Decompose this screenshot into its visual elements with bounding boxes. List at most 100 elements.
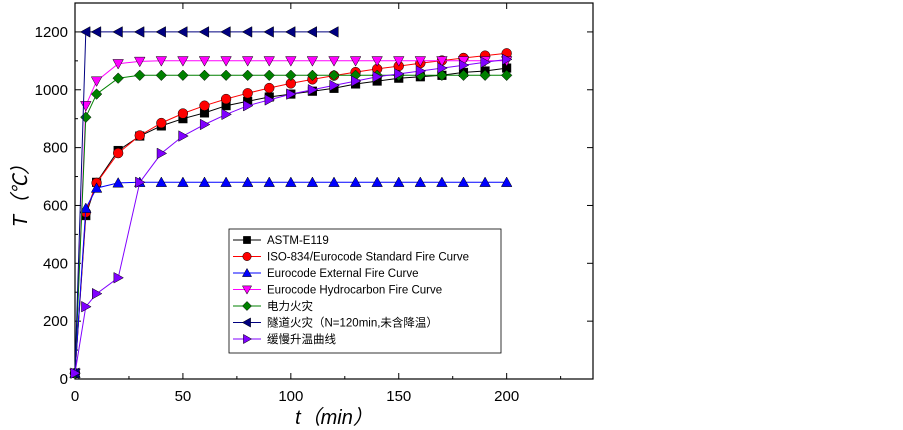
data-point <box>436 56 448 67</box>
plot-frame <box>74 2 594 380</box>
data-point <box>220 69 232 81</box>
x-tick-label: 0 <box>71 388 79 405</box>
data-point <box>198 69 211 81</box>
data-point <box>198 56 211 67</box>
data-point <box>134 69 146 81</box>
data-point <box>415 65 427 77</box>
data-point <box>220 56 232 67</box>
x-axis-title: t（min） <box>295 406 373 429</box>
data-point <box>198 26 210 38</box>
data-point <box>393 176 405 187</box>
legend-item: 电力火灾 <box>233 299 313 313</box>
data-point <box>500 176 513 187</box>
data-point <box>329 79 340 92</box>
series-line <box>74 58 507 374</box>
series-line <box>74 52 507 374</box>
data-point <box>90 76 103 87</box>
data-point <box>220 93 232 105</box>
data-point <box>70 367 81 379</box>
x-tick-label: 200 <box>494 388 519 405</box>
data-point <box>306 26 317 38</box>
x-tick-label: 50 <box>175 388 192 405</box>
data-point <box>263 56 275 67</box>
data-point <box>155 26 166 38</box>
series-5 <box>69 69 513 379</box>
data-point <box>414 176 427 187</box>
data-point <box>349 176 362 187</box>
data-point <box>263 176 275 187</box>
data-point <box>199 100 210 111</box>
data-point <box>371 56 383 67</box>
data-point <box>328 56 340 67</box>
data-point <box>480 56 491 69</box>
data-point <box>241 56 254 67</box>
data-point <box>113 147 124 159</box>
data-point <box>199 118 211 131</box>
data-point <box>263 26 274 38</box>
data-point <box>113 272 124 284</box>
data-point <box>394 68 405 80</box>
data-point <box>198 176 211 187</box>
data-point <box>328 176 340 187</box>
data-point <box>285 26 296 38</box>
legend-item: 隧道火灾（N=120min,未含降温） <box>233 316 438 330</box>
data-point <box>501 69 513 81</box>
legend-label: 隧道火灾（N=120min,未含降温） <box>267 316 438 330</box>
data-point <box>457 69 470 81</box>
data-point <box>349 56 362 67</box>
data-point <box>285 176 297 187</box>
legend-marker <box>242 301 252 311</box>
data-point <box>393 56 405 67</box>
y-tick-label: 200 <box>43 313 68 330</box>
data-point <box>80 202 92 213</box>
data-point <box>155 69 167 81</box>
data-point <box>285 56 297 67</box>
data-point <box>264 94 276 106</box>
data-point <box>177 176 189 187</box>
legend-marker <box>241 317 251 328</box>
data-point <box>155 176 168 187</box>
data-point <box>306 69 319 81</box>
x-tick-label: 150 <box>386 388 411 405</box>
data-point <box>177 108 189 119</box>
legend-label: Eurocode Hydrocarbon Fire Curve <box>267 285 442 297</box>
data-point <box>177 26 188 38</box>
data-point <box>372 71 383 83</box>
y-axis-title: T（℃） <box>9 155 32 227</box>
legend-item: Eurocode Hydrocarbon Fire Curve <box>233 285 442 297</box>
data-point <box>263 69 275 81</box>
data-point <box>155 56 168 67</box>
axis-ticks: 0 50 100 150 200 0 200 400 600 800 1000 1200 <box>35 3 593 405</box>
data-point <box>264 82 275 94</box>
data-point <box>156 117 167 129</box>
data-point <box>241 26 253 38</box>
data-point <box>307 84 319 96</box>
data-point <box>90 26 102 38</box>
data-point <box>242 88 253 99</box>
data-point <box>241 176 254 187</box>
data-point <box>242 69 254 81</box>
data-point <box>134 56 146 68</box>
legend-item: ASTM-E119 <box>233 235 329 247</box>
data-point <box>436 176 448 187</box>
data-point <box>112 59 124 70</box>
data-point <box>479 69 491 81</box>
data-point <box>221 108 232 121</box>
x-tick-label: 100 <box>278 388 303 405</box>
legend-label: Eurocode External Fire Curve <box>267 268 418 280</box>
data-point <box>351 75 362 87</box>
data-point <box>112 72 124 84</box>
data-point <box>92 287 103 300</box>
data-point <box>81 300 92 313</box>
data-point <box>80 111 92 123</box>
series-7 <box>70 53 513 379</box>
y-tick-label: 400 <box>43 255 68 272</box>
data-point <box>156 147 168 160</box>
data-point <box>133 26 145 38</box>
data-point <box>90 88 103 100</box>
series-layer <box>69 26 513 380</box>
legend-marker <box>241 285 253 295</box>
data-point <box>243 99 254 112</box>
data-point <box>135 176 146 189</box>
data-point <box>437 62 448 74</box>
